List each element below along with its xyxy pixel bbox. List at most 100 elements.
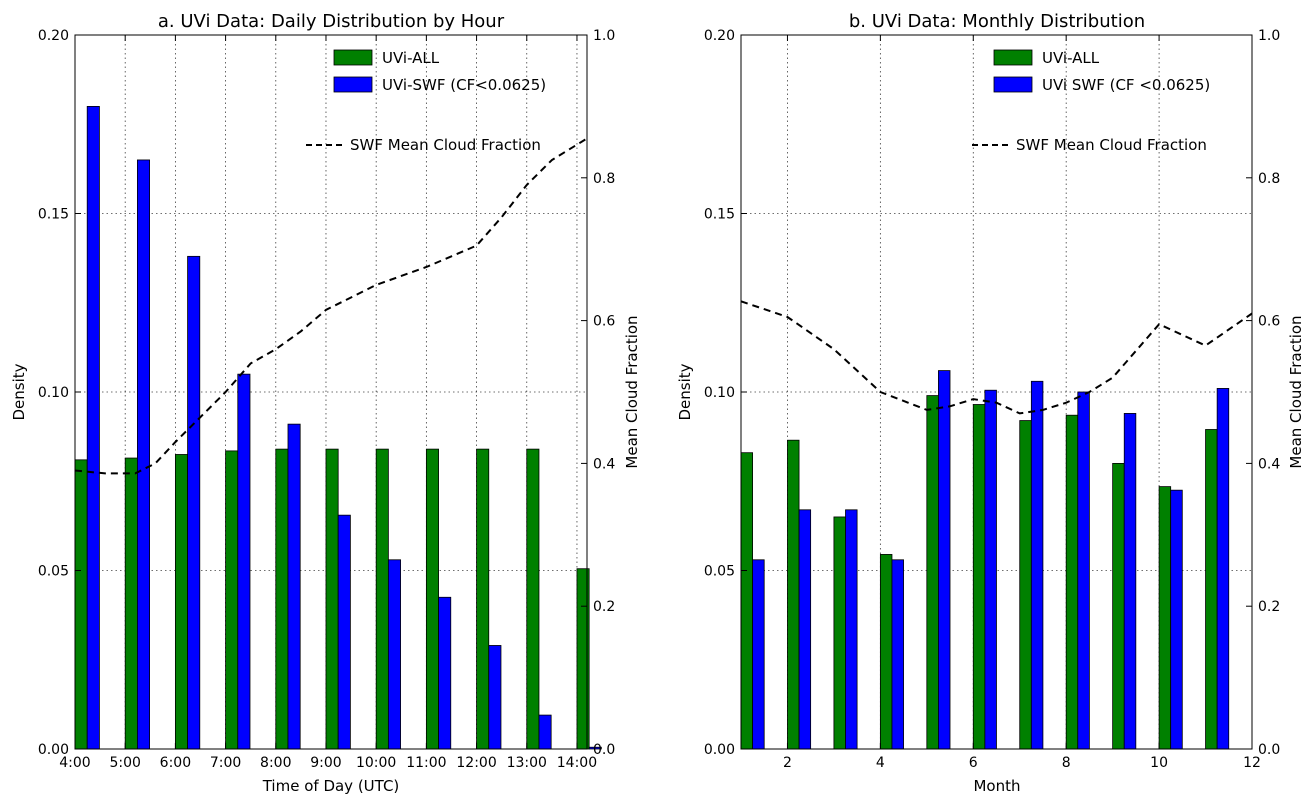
panel-b-yticks: 0.00 0.05 0.10 0.15 0.20 bbox=[704, 28, 747, 758]
panel-a-cloud-fraction-line bbox=[74, 137, 588, 475]
panel-a-legend-label-swf: UVi-SWF (CF<0.0625) bbox=[382, 76, 546, 94]
panel-a-bar-swf bbox=[187, 255, 201, 750]
panel-b-ytick-label: 0.05 bbox=[704, 564, 735, 580]
panel-a-xtick-label: 14:00 bbox=[557, 755, 597, 771]
panel-b-y2label: Mean Cloud Fraction bbox=[1287, 315, 1305, 468]
panel-a-xtick-label: 12:00 bbox=[456, 755, 496, 771]
panel-a-bar-swf bbox=[237, 373, 251, 750]
panel-b-bar-all bbox=[1065, 414, 1079, 750]
panel-b-bar-swf bbox=[1123, 413, 1137, 750]
panel-b-xticks: 2 4 6 8 10 12 bbox=[783, 35, 1261, 771]
panel-b-bar-all bbox=[1019, 420, 1032, 750]
panel-b-bar-swf bbox=[752, 559, 765, 750]
panel-a-bar-all bbox=[325, 448, 339, 750]
panel-b-xtick-label: 12 bbox=[1243, 755, 1261, 771]
panel-b-bar-all bbox=[1205, 429, 1218, 750]
panel-b-y2tick-label: 0.6 bbox=[1258, 314, 1280, 330]
panel-b-ytick-label: 0.15 bbox=[704, 207, 735, 223]
panel-b-cloud-fraction-line bbox=[740, 300, 1253, 415]
panel-b-ytick-label: 0.10 bbox=[704, 385, 735, 401]
panel-b-bar-all bbox=[833, 516, 846, 750]
panel-b-y2tick-label: 0.2 bbox=[1258, 599, 1280, 615]
panel-b-bar-all bbox=[787, 439, 800, 750]
panel-b-bar-all bbox=[926, 395, 939, 750]
panel-b-bar-swf bbox=[1077, 391, 1090, 750]
panel-a-bar-all bbox=[174, 454, 188, 750]
panel-a-bar-swf bbox=[86, 106, 100, 750]
panel-b-xtick-label: 2 bbox=[783, 755, 792, 771]
panel-b-xtick-label: 10 bbox=[1150, 755, 1168, 771]
panel-b-xtick-label: 8 bbox=[1062, 755, 1071, 771]
panel-a-xticks: 4:00 5:00 6:00 7:00 8:00 9:00 10:00 11:00 12:00 1… bbox=[59, 35, 597, 771]
panel-a-y2tick-label: 0.0 bbox=[593, 742, 615, 758]
panel-a-xtick-label: 13:00 bbox=[507, 755, 547, 771]
panel-a-xtick-label: 6:00 bbox=[160, 755, 191, 771]
panel-a-y2tick-label: 1.0 bbox=[593, 28, 615, 44]
panel-a-title: a. UVi Data: Daily Distribution by Hour bbox=[158, 11, 505, 32]
panel-a-ytick-label: 0.20 bbox=[38, 28, 69, 44]
panel-a-bar-swf bbox=[588, 746, 602, 750]
panel-b-legend-label-swf: UVi SWF (CF <0.0625) bbox=[1042, 76, 1210, 94]
panel-b-xlabel: Month bbox=[973, 777, 1020, 795]
panel-b-bar-all bbox=[1112, 462, 1125, 750]
panel-a-ytick-label: 0.00 bbox=[38, 742, 69, 758]
panel-a-bars bbox=[74, 106, 602, 750]
panel-a-xtick-label: 4:00 bbox=[59, 755, 90, 771]
panel-a-legend-label-line: SWF Mean Cloud Fraction bbox=[350, 136, 541, 154]
panel-b-bar-swf bbox=[1170, 489, 1183, 750]
panel-a-xtick-label: 9:00 bbox=[310, 755, 341, 771]
panel-b-bar-swf bbox=[1216, 388, 1230, 750]
panel-a-xtick-label: 10:00 bbox=[356, 755, 396, 771]
panel-a-bar-all bbox=[425, 448, 439, 750]
panel-a-bar-swf bbox=[488, 645, 502, 750]
panel-a-legend-label-all: UVi-ALL bbox=[382, 49, 440, 67]
panel-a-bar-all bbox=[375, 448, 389, 750]
panel-b-y2ticks: 0.0 0.2 0.4 0.6 0.8 1.0 bbox=[1246, 28, 1280, 758]
panel-a-ytick-label: 0.10 bbox=[38, 385, 69, 401]
panel-b-bar-all bbox=[740, 452, 754, 750]
panel-b-bar-swf bbox=[938, 370, 951, 750]
panel-b-ytick-label: 0.00 bbox=[704, 742, 735, 758]
panel-b-y2tick-label: 0.8 bbox=[1258, 171, 1280, 187]
panel-a-xtick-label: 5:00 bbox=[109, 755, 140, 771]
panel-b-legend-label-line: SWF Mean Cloud Fraction bbox=[1016, 136, 1207, 154]
panel-a-bar-all bbox=[526, 448, 540, 750]
panel-a-bar-swf bbox=[136, 159, 150, 750]
panel-a-bar-swf bbox=[438, 596, 452, 750]
panel-b-ylabel: Density bbox=[676, 363, 694, 420]
panel-a-bar-all bbox=[225, 450, 239, 750]
panel-a-xlabel: Time of Day (UTC) bbox=[262, 777, 400, 795]
panel-b-xtick-label: 4 bbox=[876, 755, 885, 771]
panel-b-bar-swf bbox=[798, 509, 812, 750]
panel-a-bar-swf bbox=[287, 423, 301, 750]
panel-b-ytick-label: 0.20 bbox=[704, 28, 735, 44]
panel-b-y2tick-label: 0.0 bbox=[1258, 742, 1280, 758]
panel-b-xtick-label: 6 bbox=[969, 755, 978, 771]
panel-b-bar-swf bbox=[845, 509, 858, 750]
panel-a-bar-swf bbox=[538, 714, 552, 750]
panel-b-legend-swatch-all bbox=[993, 49, 1033, 66]
panel-a-bar-all bbox=[74, 459, 88, 750]
panel-a-y2tick-label: 0.4 bbox=[593, 456, 615, 472]
panel-b-bar-swf bbox=[891, 559, 904, 750]
panel-a-xtick-label: 7:00 bbox=[210, 755, 241, 771]
panel-b-bar-all bbox=[972, 404, 986, 750]
panel-b-bar-swf bbox=[1030, 380, 1044, 750]
panel-b-legend-swatch-swf bbox=[993, 76, 1033, 93]
panel-a-ytick-label: 0.05 bbox=[38, 564, 69, 580]
panel-a-yticks: 0.00 0.05 0.10 0.15 0.20 bbox=[38, 28, 81, 758]
panel-b-bar-all bbox=[879, 554, 893, 750]
panel-a-legend-swatch-swf bbox=[333, 76, 373, 93]
panel-a-bar-all bbox=[476, 448, 490, 750]
panel-a-legend: UVi-ALL UVi-SWF (CF<0.0625) SWF Mean Clo… bbox=[306, 49, 546, 154]
panel-a-xtick-label: 8:00 bbox=[260, 755, 291, 771]
panel-a-y2tick-label: 0.8 bbox=[593, 171, 615, 187]
panel-b-bars bbox=[740, 370, 1230, 750]
panel-a-legend-swatch-all bbox=[333, 49, 373, 66]
panel-a-y2tick-label: 0.6 bbox=[593, 314, 615, 330]
panel-a-y2tick-label: 0.2 bbox=[593, 599, 615, 615]
panel-b-legend: UVi-ALL UVi SWF (CF <0.0625) SWF Mean Cl… bbox=[972, 49, 1210, 154]
panel-a-bar-all bbox=[124, 457, 138, 750]
panel-b-bar-all bbox=[1158, 486, 1172, 750]
